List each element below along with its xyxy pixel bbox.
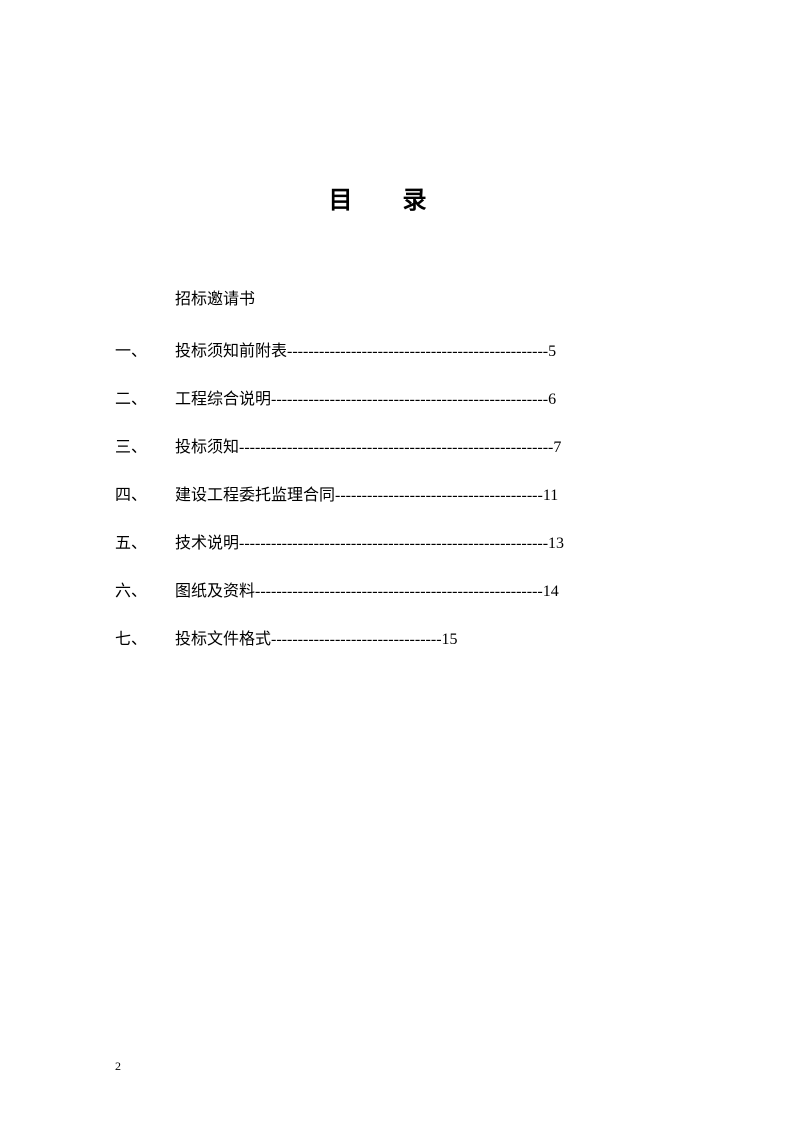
toc-item: 四、 建设工程委托监理合同 --------------------------… <box>115 481 690 505</box>
toc-number: 二、 <box>115 385 175 409</box>
toc-dashes: -------------------------------------- <box>335 487 537 505</box>
toc-number: 四、 <box>115 481 175 505</box>
toc-item: 一、 投标须知前附表 -----------------------------… <box>115 337 690 361</box>
toc-page: -11 <box>537 487 558 505</box>
toc-dashes: ------------------------------- <box>271 631 436 649</box>
toc-page: -15 <box>436 631 457 649</box>
toc-item: 二、 工程综合说明 ------------------------------… <box>115 385 690 409</box>
toc-number: 一、 <box>115 337 175 361</box>
toc-text: 技术说明 <box>175 529 239 553</box>
toc-text: 投标文件格式 <box>175 625 271 649</box>
toc-item: 七、 投标文件格式 ------------------------------… <box>115 625 690 649</box>
toc-text: 工程综合说明 <box>175 385 271 409</box>
toc-text: 投标须知 <box>175 433 239 457</box>
toc-text: 建设工程委托监理合同 <box>175 481 335 505</box>
toc-dashes: ----------------------------------------… <box>271 391 543 409</box>
toc-text: 图纸及资料 <box>175 577 255 601</box>
toc-page: -7 <box>548 439 561 457</box>
page-number: 2 <box>115 1059 121 1074</box>
toc-dashes: ----------------------------------------… <box>255 583 537 601</box>
toc-dashes: ----------------------------------------… <box>239 535 543 553</box>
toc-dashes: ----------------------------------------… <box>239 439 548 457</box>
subtitle: 招标邀请书 <box>175 285 690 309</box>
toc-page: -14 <box>537 583 558 601</box>
toc-item: 三、 投标须知 --------------------------------… <box>115 433 690 457</box>
toc-item: 五、 技术说明 --------------------------------… <box>115 529 690 553</box>
toc-page: -6 <box>543 391 556 409</box>
toc-dashes: ----------------------------------------… <box>287 343 543 361</box>
document-page: 目录 招标邀请书 一、 投标须知前附表 --------------------… <box>0 0 800 1132</box>
toc-page: -5 <box>543 343 556 361</box>
toc-number: 六、 <box>115 577 175 601</box>
toc-page: -13 <box>543 535 564 553</box>
page-title: 目录 <box>115 180 690 215</box>
toc-number: 三、 <box>115 433 175 457</box>
toc-number: 五、 <box>115 529 175 553</box>
toc-text: 投标须知前附表 <box>175 337 287 361</box>
toc-list: 一、 投标须知前附表 -----------------------------… <box>115 337 690 649</box>
toc-number: 七、 <box>115 625 175 649</box>
toc-item: 六、 图纸及资料 -------------------------------… <box>115 577 690 601</box>
